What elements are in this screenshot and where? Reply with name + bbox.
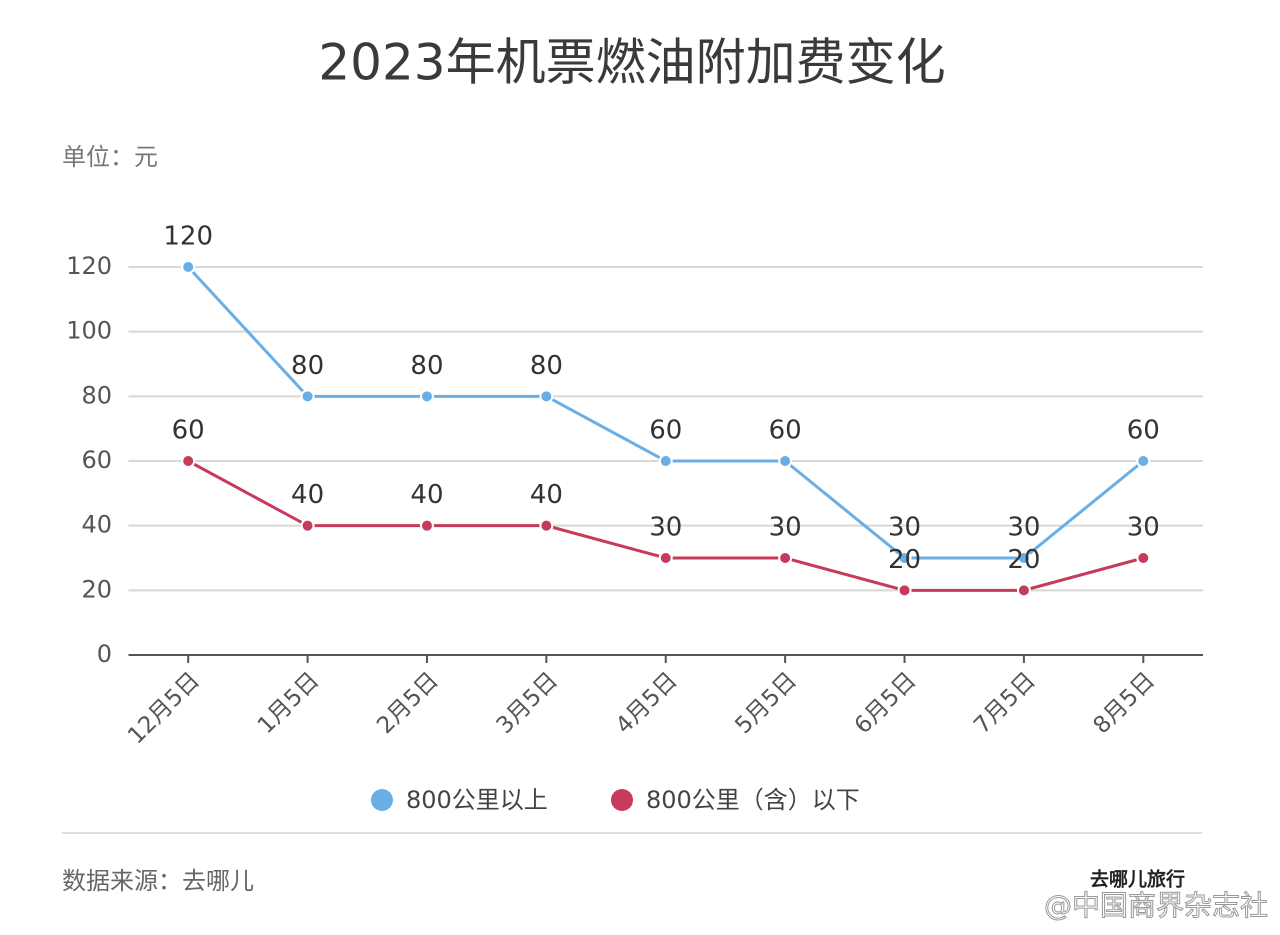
point	[539, 389, 554, 404]
data-label: 80	[291, 351, 324, 381]
source: 数据来源：去哪儿	[62, 867, 254, 895]
data-label: 80	[530, 351, 563, 381]
point	[539, 518, 554, 533]
data-label: 30	[1007, 513, 1040, 543]
chart-title: 2023年机票燃油附加费变化	[318, 34, 945, 92]
data-label: 20	[1007, 545, 1040, 575]
point	[658, 454, 673, 468]
data-label: 20	[888, 545, 921, 575]
point	[897, 551, 912, 565]
x-tick-label: 3月5日	[492, 667, 564, 739]
data-label: 60	[172, 416, 205, 446]
data-label: 40	[530, 480, 563, 510]
point	[778, 454, 793, 468]
x-tick-label: 4月5日	[611, 667, 683, 739]
point	[181, 260, 196, 274]
y-tick-label: 120	[66, 252, 112, 280]
legend-marker	[371, 789, 393, 811]
logo: 去哪儿旅行	[1090, 868, 1185, 891]
x-tick-label: 1月5日	[253, 667, 325, 739]
y-tick-label: 80	[81, 381, 112, 409]
y-tick-label: 60	[81, 446, 112, 474]
point	[658, 551, 673, 565]
point	[300, 518, 315, 533]
data-label: 30	[769, 513, 802, 543]
data-label: 30	[1127, 513, 1160, 543]
watermark: @中国商界杂志社	[1044, 889, 1268, 922]
legend-label: 800公里以上	[406, 786, 548, 814]
point	[778, 551, 793, 565]
point	[1136, 551, 1151, 565]
legend-label: 800公里（含）以下	[646, 786, 860, 814]
data-label: 120	[163, 222, 213, 252]
data-label: 80	[410, 351, 443, 381]
data-label: 40	[410, 480, 443, 510]
x-tick-label: 12月5日	[123, 667, 205, 749]
data-label: 60	[649, 416, 682, 446]
x-tick-label: 7月5日	[969, 667, 1041, 739]
x-tick-label: 5月5日	[730, 667, 802, 739]
x-tick-label: 6月5日	[850, 667, 922, 739]
point	[897, 583, 912, 598]
unit-label: 单位：元	[62, 143, 158, 171]
y-tick-label: 100	[66, 317, 112, 345]
point	[1136, 454, 1151, 468]
legend-marker	[611, 789, 633, 811]
point	[419, 389, 434, 404]
y-tick-label: 0	[97, 640, 112, 668]
data-label: 30	[649, 513, 682, 543]
x-tick-label: 8月5日	[1089, 667, 1161, 739]
data-label: 60	[769, 416, 802, 446]
point	[419, 518, 434, 533]
point	[1016, 583, 1031, 598]
data-label: 60	[1127, 416, 1160, 446]
y-tick-label: 20	[81, 575, 112, 603]
y-tick-label: 40	[81, 511, 112, 539]
x-tick-label: 2月5日	[372, 667, 444, 739]
point	[1016, 551, 1031, 565]
data-label: 30	[888, 513, 921, 543]
data-label: 40	[291, 480, 324, 510]
point	[300, 389, 315, 404]
point	[181, 454, 196, 468]
